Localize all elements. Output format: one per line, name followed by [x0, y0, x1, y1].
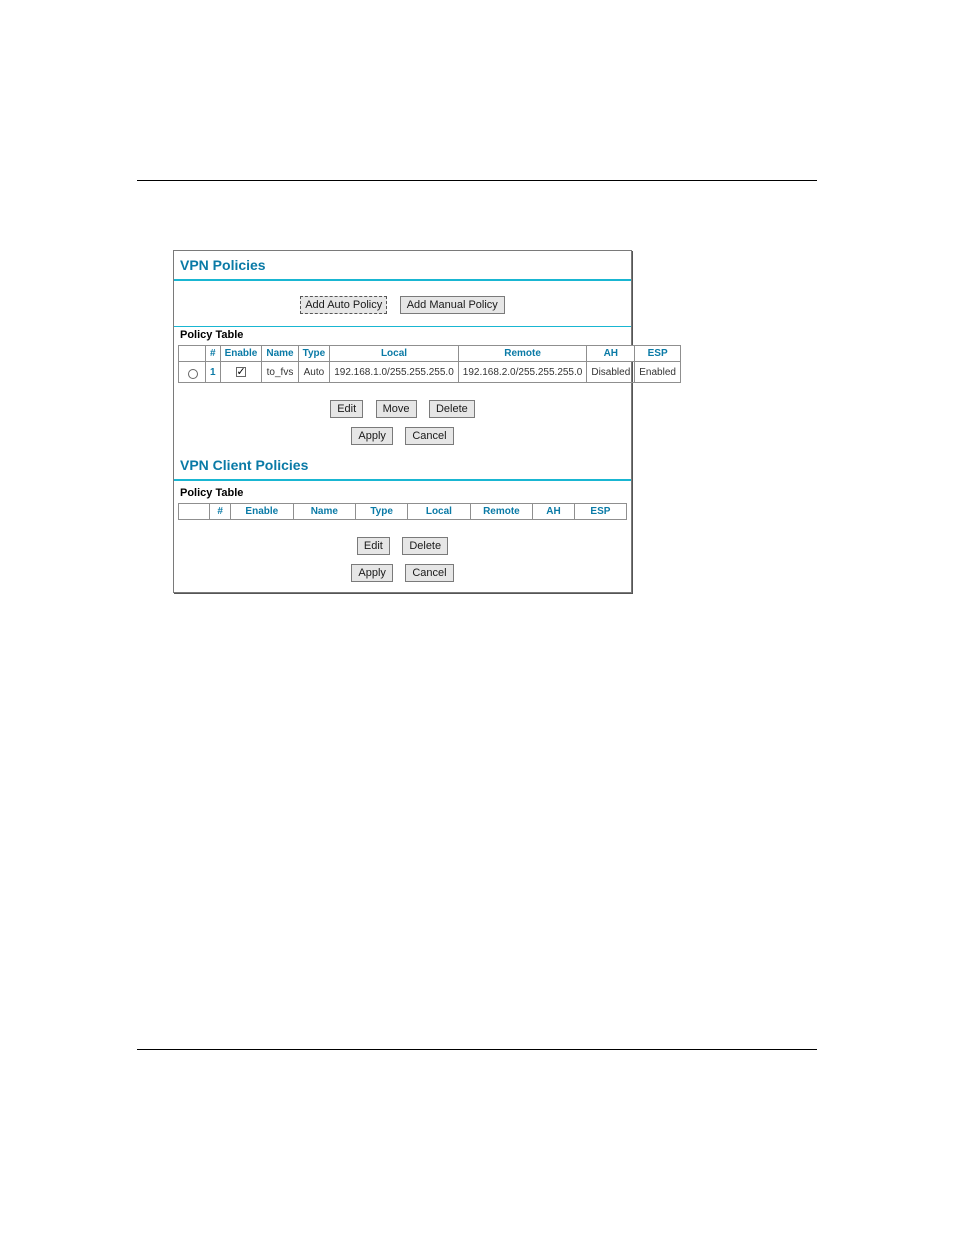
delete-button[interactable]: Delete [429, 400, 475, 418]
vpn-config-panel: VPN Policies Add Auto Policy Add Manual … [173, 250, 632, 593]
col-type: Type [298, 346, 330, 362]
col-type: Type [356, 504, 408, 520]
edit-button[interactable]: Edit [357, 537, 390, 555]
col-esp: ESP [574, 504, 626, 520]
vpn-policies-buttons-2: Apply Cancel [174, 422, 631, 457]
client-policies-buttons-1: Edit Delete [174, 526, 631, 559]
cancel-button[interactable]: Cancel [405, 564, 453, 582]
row-enable-checkbox[interactable] [236, 367, 246, 377]
vpn-client-policies-title: VPN Client Policies [174, 457, 631, 477]
col-ah: AH [533, 504, 575, 520]
col-remote: Remote [470, 504, 533, 520]
col-enable: Enable [220, 346, 262, 362]
page-top-rule [137, 180, 817, 181]
page-bottom-rule [137, 1049, 817, 1050]
client-policy-table-label: Policy Table [174, 481, 631, 501]
row-type: Auto [298, 362, 330, 383]
vpn-client-policies-table: # Enable Name Type Local Remote AH ESP [178, 503, 627, 520]
col-num: # [206, 346, 221, 362]
row-enable-cell [220, 362, 262, 383]
client-policies-buttons-2: Apply Cancel [174, 559, 631, 592]
col-remote: Remote [458, 346, 587, 362]
apply-button[interactable]: Apply [351, 427, 393, 445]
vpn-policies-table: # Enable Name Type Local Remote AH ESP 1… [178, 345, 681, 383]
vpn-policies-title: VPN Policies [174, 251, 631, 277]
col-local: Local [408, 504, 471, 520]
col-local: Local [330, 346, 459, 362]
row-remote: 192.168.2.0/255.255.255.0 [458, 362, 587, 383]
row-esp: Enabled [635, 362, 681, 383]
col-num: # [210, 504, 231, 520]
table-header-row: # Enable Name Type Local Remote AH ESP [179, 346, 681, 362]
row-name: to_fvs [262, 362, 298, 383]
add-policy-button-row: Add Auto Policy Add Manual Policy [174, 281, 631, 326]
col-select [179, 504, 210, 520]
cancel-button[interactable]: Cancel [405, 427, 453, 445]
table-header-row: # Enable Name Type Local Remote AH ESP [179, 504, 627, 520]
col-select [179, 346, 206, 362]
edit-button[interactable]: Edit [330, 400, 363, 418]
add-manual-policy-button[interactable]: Add Manual Policy [400, 296, 505, 314]
col-name: Name [293, 504, 356, 520]
policy-table-label: Policy Table [174, 327, 631, 343]
add-auto-policy-button[interactable]: Add Auto Policy [300, 296, 387, 314]
row-ah: Disabled [587, 362, 635, 383]
row-select-radio[interactable] [188, 369, 198, 379]
table-row: 1 to_fvs Auto 192.168.1.0/255.255.255.0 … [179, 362, 681, 383]
vpn-policies-buttons-1: Edit Move Delete [174, 389, 631, 422]
col-name: Name [262, 346, 298, 362]
row-num: 1 [206, 362, 221, 383]
col-enable: Enable [231, 504, 294, 520]
col-ah: AH [587, 346, 635, 362]
row-select-cell [179, 362, 206, 383]
row-local: 192.168.1.0/255.255.255.0 [330, 362, 459, 383]
delete-button[interactable]: Delete [402, 537, 448, 555]
move-button[interactable]: Move [376, 400, 417, 418]
apply-button[interactable]: Apply [351, 564, 393, 582]
col-esp: ESP [635, 346, 681, 362]
